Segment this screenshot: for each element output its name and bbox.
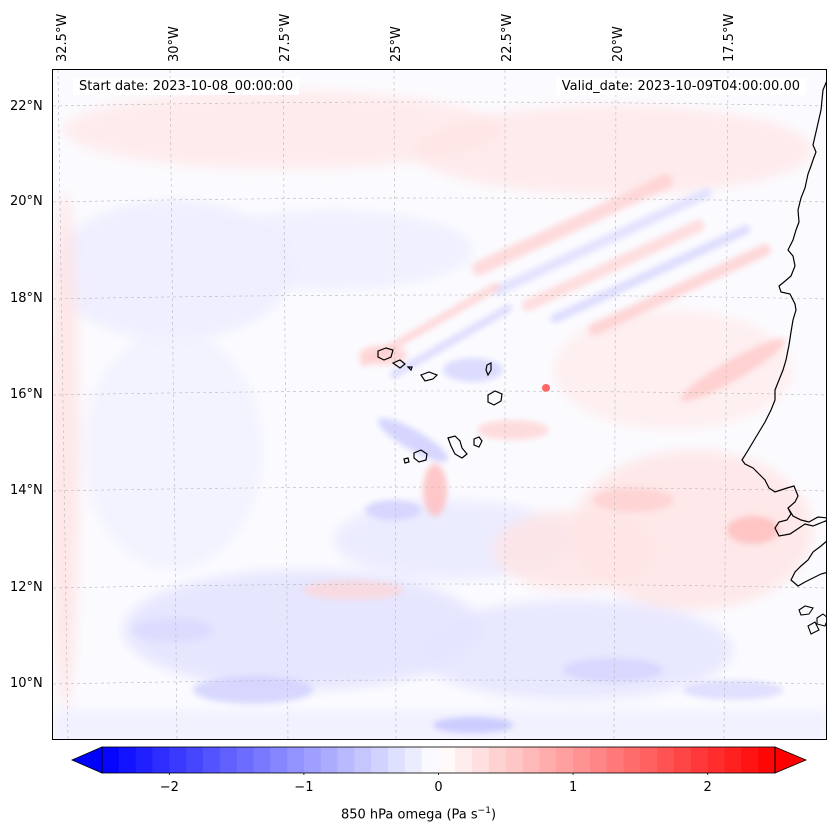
colorbar-title-exponent: −1	[477, 806, 491, 816]
sao-nicolau-island	[420, 371, 439, 382]
lat-label-20n: 20°N	[10, 194, 43, 209]
cape-verde-islands	[377, 347, 503, 464]
colorbar-segment	[186, 747, 204, 773]
colorbar-segment	[724, 747, 742, 773]
lon-label-30w: 30°W	[167, 26, 182, 62]
colorbar-title-main: 850 hPa omega (Pa s	[340, 807, 478, 823]
colorbar-segment	[303, 747, 322, 773]
colorbar-segment	[152, 747, 170, 773]
colorbar-segment	[472, 747, 490, 773]
lon-label-17-5w: 17.5°W	[722, 13, 737, 62]
colorbar-segment	[539, 747, 557, 773]
lon-label-20w: 20°W	[611, 26, 626, 62]
map-canvas	[53, 70, 826, 739]
colorbar-segment	[236, 747, 254, 773]
colorbar-segment	[522, 747, 540, 773]
boa-vista-island	[487, 390, 503, 406]
colorbar-segment	[573, 747, 591, 773]
colorbar-segment	[589, 747, 608, 773]
colorbar-title-close: )	[490, 807, 497, 823]
colorbar-segment	[371, 747, 389, 773]
colorbar-segment	[354, 747, 372, 773]
brava-island	[403, 457, 410, 464]
colorbar-tick-label: 2	[703, 780, 712, 795]
senegal-inlet	[787, 507, 826, 523]
colorbar-title: 850 hPa omega (Pa s−1)	[0, 806, 837, 822]
start-date-label: Start date: 2023-10-08_00:00:00	[73, 78, 300, 95]
colorbar-segment	[118, 747, 137, 773]
colorbar-segment	[287, 747, 305, 773]
lon-label-25w: 25°W	[389, 26, 404, 62]
colorbar-segment	[219, 747, 238, 773]
colorbar-segment	[320, 747, 339, 773]
lat-label-18n: 18°N	[10, 291, 43, 306]
lat-label-16n: 16°N	[10, 387, 43, 402]
lon-label-22-5w: 22.5°W	[500, 13, 515, 62]
colorbar-segment	[438, 747, 456, 773]
colorbar-segment	[102, 747, 120, 773]
santa-luzia-island	[406, 366, 413, 372]
colorbar-segment	[253, 747, 271, 773]
colorbar	[70, 746, 808, 775]
colorbar-extend-min	[70, 746, 103, 774]
lat-label-10n: 10°N	[10, 676, 43, 691]
bijagos-islands	[798, 605, 826, 635]
colorbar-segment	[556, 747, 574, 773]
lat-label-12n: 12°N	[10, 580, 43, 595]
graticule	[53, 70, 826, 739]
colorbar-segment	[202, 747, 221, 773]
colorbar-segment	[388, 747, 406, 773]
colorbar-segment	[455, 747, 473, 773]
sal-island	[485, 362, 492, 377]
omega-map: Start date: 2023-10-08_00:00:00 Valid_da…	[52, 69, 827, 740]
colorbar-ticks	[168, 773, 709, 775]
colorbar-segments	[102, 747, 776, 773]
fogo-island	[413, 449, 428, 463]
colorbar-segment	[674, 747, 692, 773]
colorbar-tick-label: 0	[434, 780, 443, 795]
colorbar-segment	[758, 747, 776, 773]
colorbar-segment	[169, 747, 187, 773]
santiago-island	[447, 435, 468, 459]
colorbar-segment	[707, 747, 726, 773]
omega-field-streaks	[133, 174, 786, 733]
guinea-bissau-coast	[790, 540, 826, 587]
santo-antao-island	[377, 347, 394, 361]
colorbar-segment	[488, 747, 507, 773]
omega-peak-spot	[542, 384, 550, 392]
colorbar-segment	[135, 747, 153, 773]
maio-island	[473, 436, 483, 448]
lon-label-32-5w: 32.5°W	[55, 13, 70, 62]
colorbar-segment	[505, 747, 524, 773]
colorbar-segment	[404, 747, 423, 773]
colorbar-segment	[421, 747, 439, 773]
lat-label-14n: 14°N	[10, 483, 43, 498]
lon-label-27-5w: 27.5°W	[278, 13, 293, 62]
colorbar-segment	[690, 747, 709, 773]
colorbar-segment	[623, 747, 641, 773]
colorbar-segment	[741, 747, 759, 773]
colorbar-segment	[337, 747, 355, 773]
colorbar-segment	[270, 747, 288, 773]
lat-label-22n: 22°N	[10, 99, 43, 114]
colorbar-tick-label: 1	[568, 780, 578, 795]
colorbar-segment	[640, 747, 658, 773]
sao-vicente-island	[391, 359, 406, 369]
colorbar-tick-label: −2	[159, 780, 179, 795]
valid-date-label: Valid_date: 2023-10-09T04:00:00.00	[555, 78, 806, 95]
colorbar-extend-max	[774, 746, 808, 774]
colorbar-tick-label: −1	[294, 780, 314, 795]
colorbar-segment	[657, 747, 675, 773]
colorbar-segment	[606, 747, 625, 773]
